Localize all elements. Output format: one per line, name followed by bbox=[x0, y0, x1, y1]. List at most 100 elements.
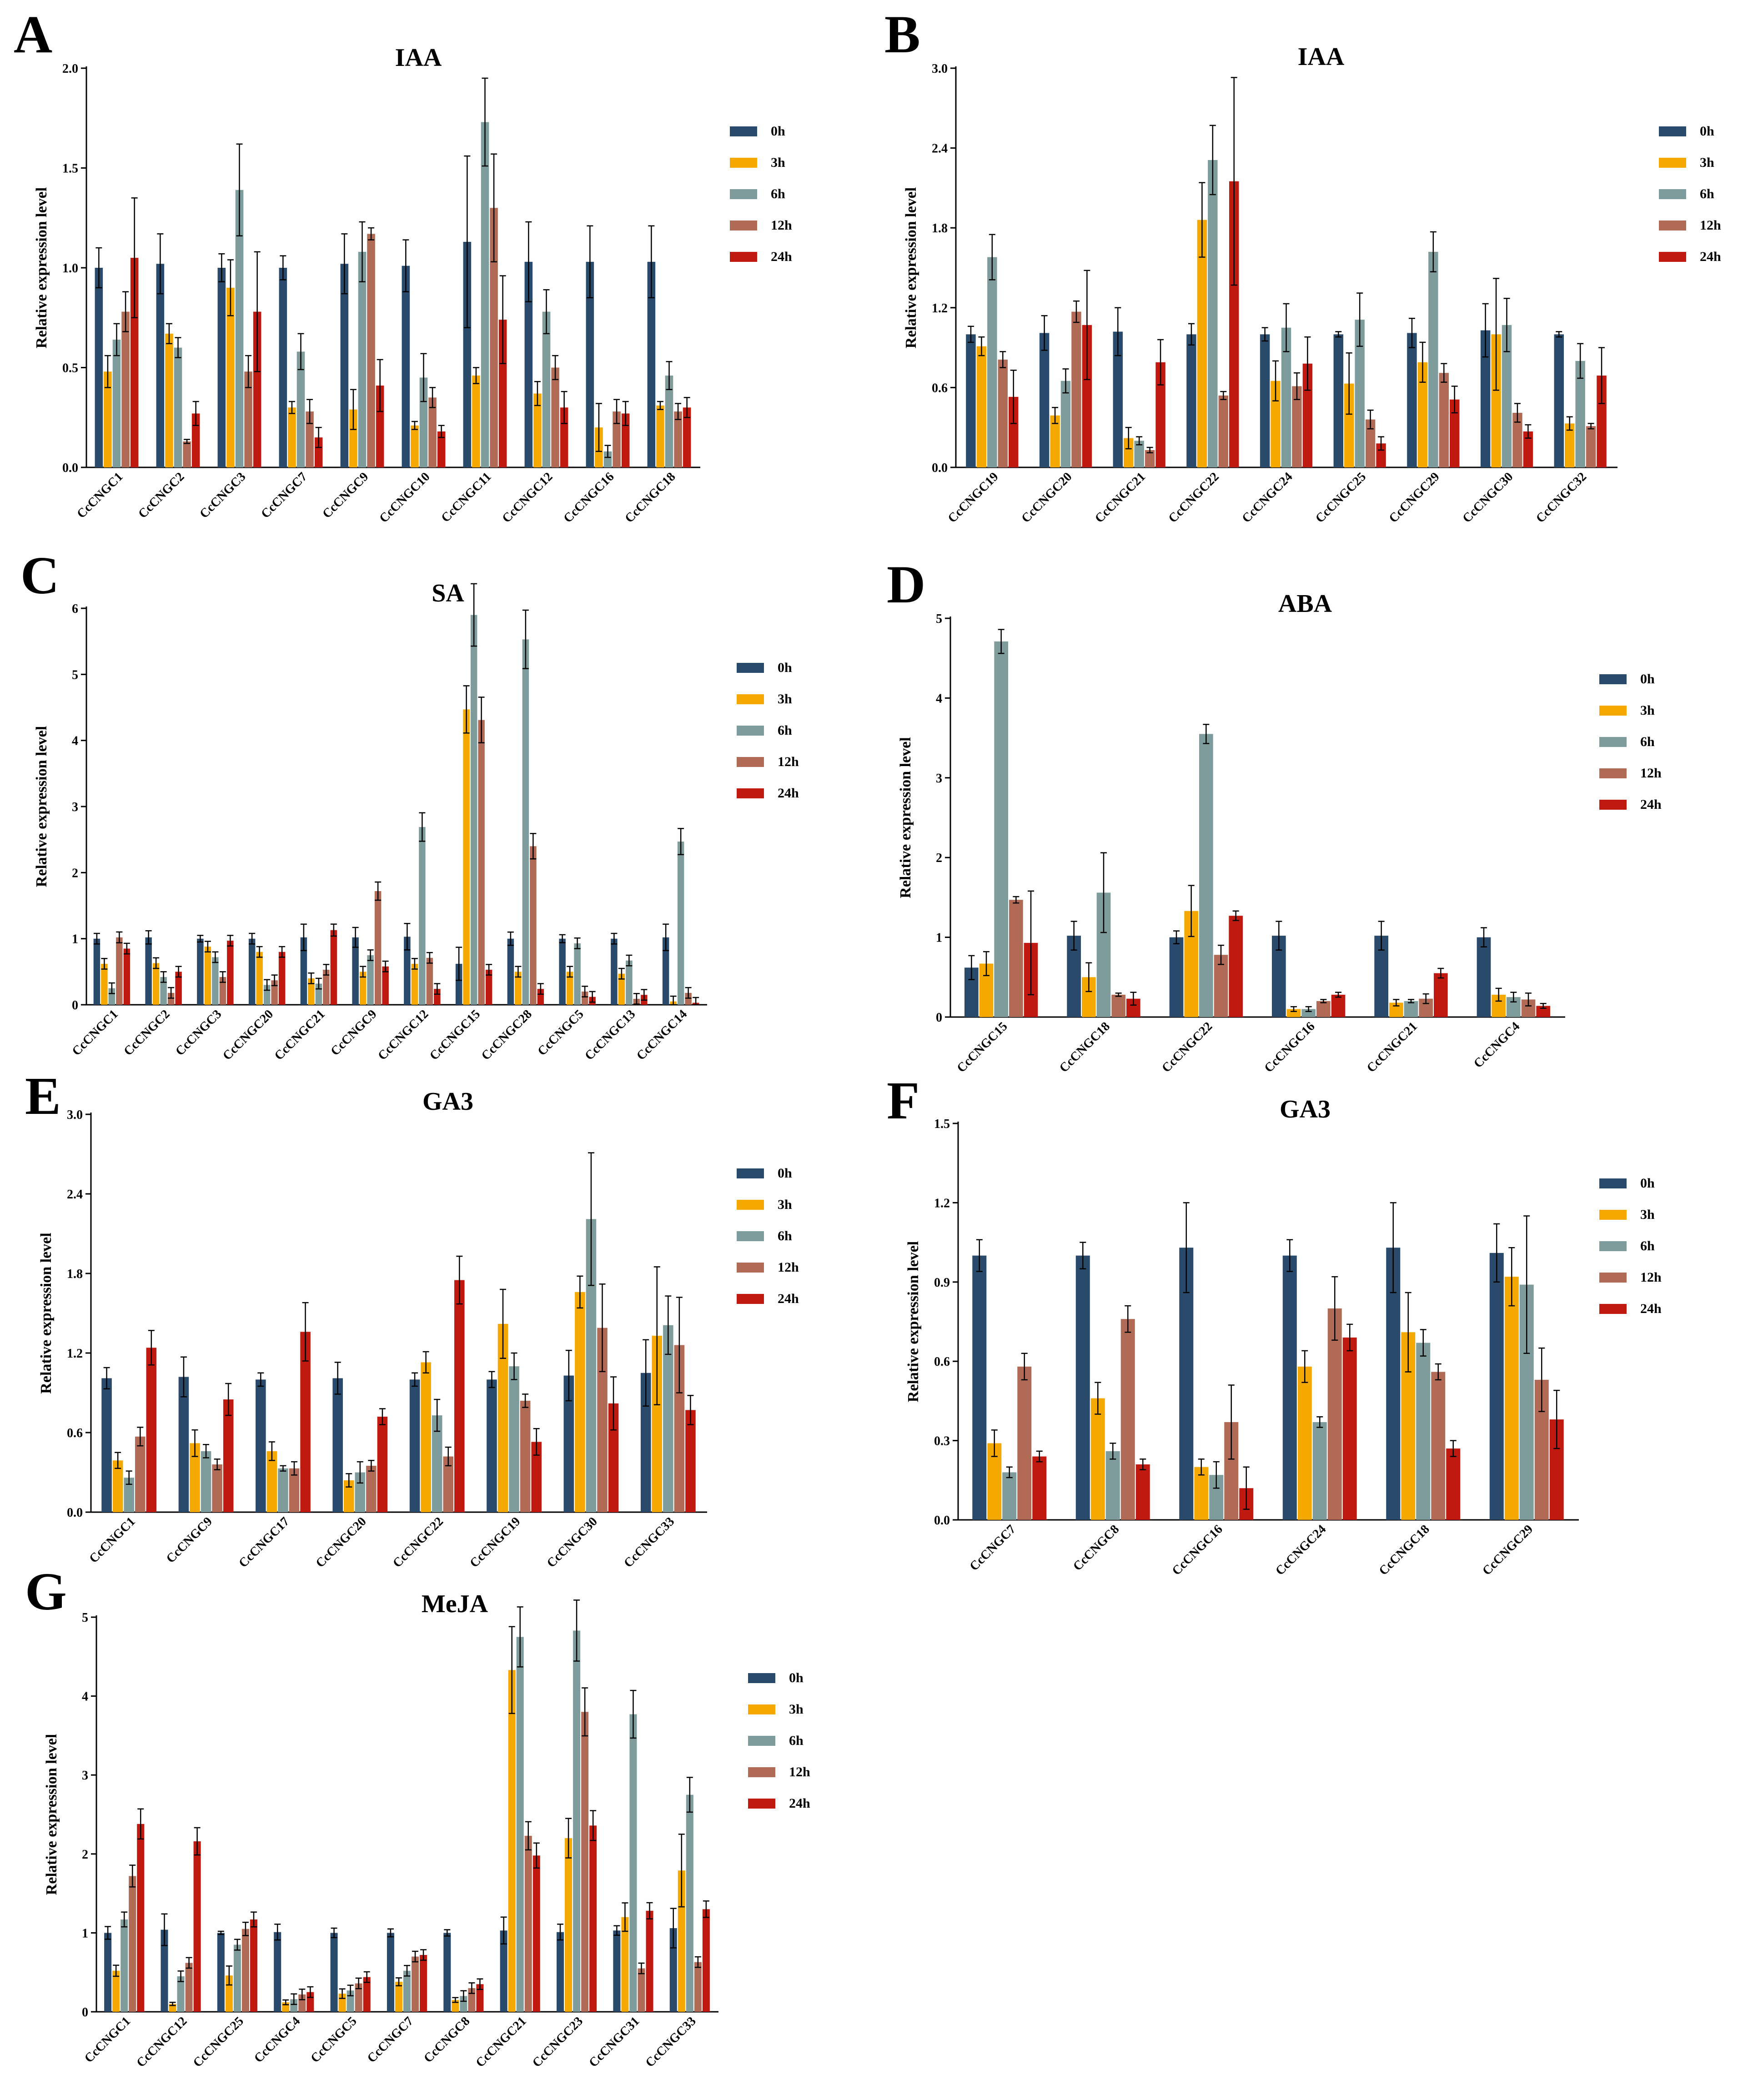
legend-swatch bbox=[730, 158, 757, 168]
legend-swatch bbox=[748, 1673, 775, 1683]
x-tick-label: CcCNGC31 bbox=[586, 2014, 642, 2070]
legend-swatch bbox=[1599, 1178, 1627, 1188]
x-tick-label: CcCNGC22 bbox=[1159, 1019, 1215, 1075]
y-axis-label: Relative expression level bbox=[43, 1734, 60, 1895]
bar bbox=[137, 1824, 145, 2012]
bar bbox=[1491, 334, 1501, 467]
x-tick-label: CcCNGC1 bbox=[70, 1007, 121, 1058]
bar bbox=[1071, 311, 1081, 467]
x-tick-label: CcCNGC2 bbox=[121, 1007, 172, 1058]
legend-swatch bbox=[737, 1200, 764, 1210]
bar bbox=[685, 992, 692, 1005]
bar bbox=[497, 1323, 508, 1512]
legend-swatch bbox=[730, 221, 757, 231]
legend-swatch bbox=[737, 788, 764, 798]
x-tick-label: CcCNGC25 bbox=[1313, 470, 1369, 526]
bar bbox=[130, 258, 139, 467]
bar bbox=[1477, 937, 1491, 1017]
bar bbox=[1050, 415, 1060, 467]
x-tick-label: CcCNGC9 bbox=[328, 1007, 379, 1058]
y-tick-label: 1.0 bbox=[62, 261, 78, 276]
legend-label: 12h bbox=[1640, 1270, 1662, 1285]
bar bbox=[656, 405, 664, 467]
bar bbox=[1489, 1253, 1504, 1520]
bar bbox=[618, 973, 625, 1005]
y-axis-label: Relative expression level bbox=[33, 187, 50, 348]
legend-label: 0h bbox=[778, 1166, 792, 1181]
bar bbox=[613, 411, 621, 467]
bar bbox=[266, 1451, 277, 1512]
bar bbox=[1218, 395, 1228, 467]
bar bbox=[686, 1794, 693, 2012]
bar bbox=[340, 264, 349, 467]
bar bbox=[674, 411, 682, 467]
y-tick-label: 1.8 bbox=[932, 221, 948, 236]
bar bbox=[1111, 994, 1126, 1017]
bar bbox=[1105, 1451, 1120, 1520]
bar bbox=[376, 386, 384, 467]
bar bbox=[669, 1928, 677, 2012]
panel-letter: G bbox=[25, 1562, 67, 1621]
bar bbox=[1169, 937, 1184, 1017]
legend-label: 12h bbox=[778, 1260, 799, 1275]
x-tick-label: CcCNGC9 bbox=[320, 470, 371, 521]
bar bbox=[212, 1464, 222, 1512]
bar bbox=[306, 411, 314, 467]
y-tick-label: 3 bbox=[72, 800, 78, 814]
bar bbox=[1342, 1337, 1357, 1520]
y-tick-label: 2 bbox=[936, 851, 942, 865]
y-axis-label: Relative expression level bbox=[897, 737, 914, 898]
y-tick-label: 2 bbox=[72, 866, 78, 880]
bar bbox=[411, 425, 419, 467]
legend-label: 12h bbox=[789, 1764, 810, 1779]
bar bbox=[1090, 1398, 1105, 1520]
chart-title: SA bbox=[432, 579, 464, 607]
bar bbox=[1113, 331, 1123, 467]
bar bbox=[178, 1377, 189, 1512]
x-tick-label: CcCNGC3 bbox=[173, 1007, 224, 1058]
bar bbox=[976, 346, 987, 467]
x-tick-label: CcCNGC20 bbox=[220, 1007, 276, 1063]
x-tick-label: CcCNGC4 bbox=[1471, 1019, 1522, 1071]
x-tick-label: CcCNGC1 bbox=[74, 470, 126, 521]
y-tick-label: 3.0 bbox=[67, 1108, 83, 1122]
bar bbox=[581, 991, 588, 1005]
x-tick-label: CcCNGC2 bbox=[136, 470, 187, 521]
bar bbox=[332, 1378, 343, 1512]
bar bbox=[1344, 383, 1354, 467]
bar bbox=[129, 1876, 136, 2012]
panel-f: F GA3 Relative expression level 0.0 0.3 0.6 0.… bbox=[887, 1071, 1662, 1578]
y-axis-label: Relative expression level bbox=[38, 1233, 55, 1393]
bar bbox=[387, 1933, 394, 2012]
legend-label: 6h bbox=[778, 1228, 792, 1243]
bar bbox=[1502, 325, 1512, 467]
x-tick-label: CcCNGC21 bbox=[272, 1007, 328, 1063]
bar bbox=[626, 960, 633, 1005]
x-tick-label: CcCNGC12 bbox=[375, 1007, 431, 1063]
legend-swatch bbox=[1599, 706, 1627, 716]
legend-label: 3h bbox=[789, 1702, 804, 1717]
x-tick-label: CcCNGC17 bbox=[236, 1514, 292, 1570]
x-tick-label: CcCNGC29 bbox=[1480, 1522, 1536, 1578]
x-tick-label: CcCNGC15 bbox=[427, 1007, 483, 1063]
bar bbox=[409, 1379, 420, 1512]
bar bbox=[191, 413, 200, 467]
bar bbox=[463, 241, 472, 467]
legend-label: 3h bbox=[778, 692, 792, 707]
legend-swatch bbox=[1599, 1241, 1627, 1251]
bar bbox=[112, 340, 121, 467]
bar bbox=[472, 376, 480, 467]
x-tick-label: CcCNGC7 bbox=[365, 2014, 416, 2065]
x-tick-label: CcCNGC21 bbox=[1364, 1019, 1420, 1075]
legend-swatch bbox=[1659, 252, 1686, 262]
bar bbox=[573, 1630, 581, 2012]
x-tick-label: CcCNGC18 bbox=[622, 470, 678, 526]
bar bbox=[1434, 973, 1448, 1017]
bar bbox=[308, 978, 315, 1005]
bar bbox=[1075, 1255, 1090, 1520]
bar bbox=[1194, 1467, 1209, 1520]
bar bbox=[1082, 325, 1092, 467]
bar bbox=[557, 1932, 564, 2012]
y-tick-label: 0 bbox=[936, 1011, 942, 1025]
y-tick-label: 6 bbox=[72, 602, 78, 616]
